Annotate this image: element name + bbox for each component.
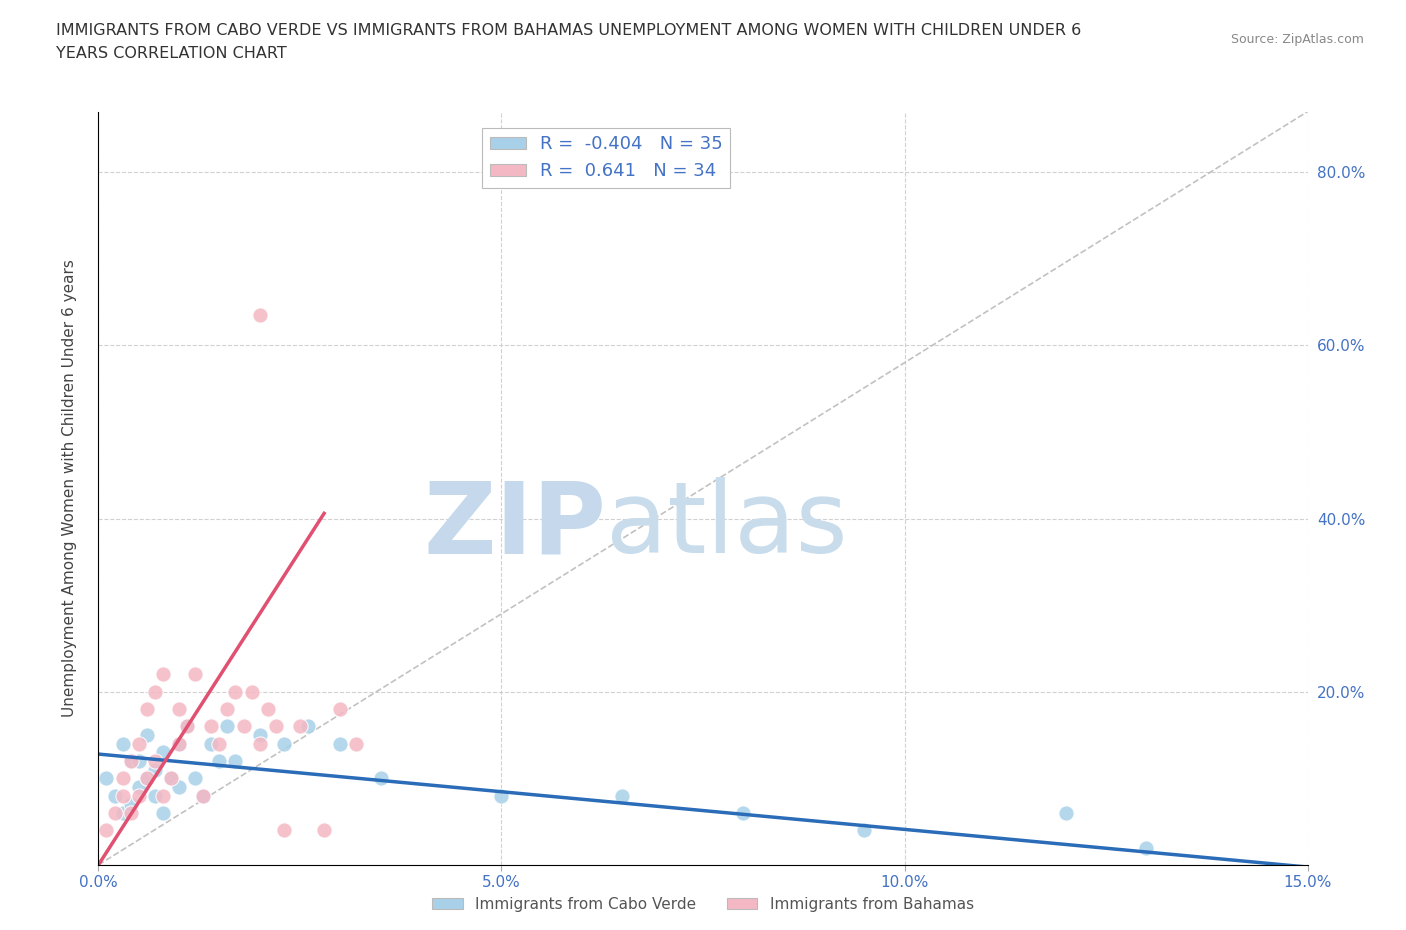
Point bbox=[111, 737, 134, 751]
Point bbox=[217, 719, 239, 734]
Point bbox=[256, 701, 278, 716]
Legend: Immigrants from Cabo Verde, Immigrants from Bahamas: Immigrants from Cabo Verde, Immigrants f… bbox=[426, 891, 980, 918]
Point bbox=[200, 737, 222, 751]
Point bbox=[143, 753, 166, 768]
Point bbox=[1054, 805, 1077, 820]
Point bbox=[288, 719, 311, 734]
Point bbox=[96, 823, 118, 838]
Point bbox=[111, 771, 134, 786]
Point bbox=[1135, 840, 1157, 855]
Point bbox=[152, 789, 174, 804]
Point bbox=[370, 771, 392, 786]
Text: ZIP: ZIP bbox=[423, 477, 606, 575]
Point bbox=[160, 771, 183, 786]
Point bbox=[176, 719, 198, 734]
Point bbox=[128, 789, 150, 804]
Point bbox=[329, 737, 352, 751]
Point bbox=[120, 753, 142, 768]
Point bbox=[128, 737, 150, 751]
Point bbox=[240, 684, 263, 699]
Point bbox=[143, 763, 166, 777]
Point bbox=[184, 771, 207, 786]
Text: YEARS CORRELATION CHART: YEARS CORRELATION CHART bbox=[56, 46, 287, 61]
Point bbox=[135, 771, 157, 786]
Point bbox=[128, 753, 150, 768]
Point bbox=[160, 771, 183, 786]
Point bbox=[491, 789, 513, 804]
Point bbox=[103, 805, 125, 820]
Point bbox=[193, 789, 215, 804]
Point bbox=[224, 684, 246, 699]
Point bbox=[111, 805, 134, 820]
Point bbox=[96, 771, 118, 786]
Point bbox=[128, 779, 150, 794]
Point bbox=[297, 719, 319, 734]
Point bbox=[853, 823, 876, 838]
Text: Source: ZipAtlas.com: Source: ZipAtlas.com bbox=[1230, 33, 1364, 46]
Point bbox=[184, 667, 207, 682]
Text: IMMIGRANTS FROM CABO VERDE VS IMMIGRANTS FROM BAHAMAS UNEMPLOYMENT AMONG WOMEN W: IMMIGRANTS FROM CABO VERDE VS IMMIGRANTS… bbox=[56, 23, 1081, 38]
Point bbox=[193, 789, 215, 804]
Point bbox=[120, 797, 142, 812]
Point bbox=[120, 753, 142, 768]
Point bbox=[273, 737, 295, 751]
Point bbox=[167, 779, 190, 794]
Point bbox=[273, 823, 295, 838]
Point bbox=[152, 745, 174, 760]
Text: atlas: atlas bbox=[606, 477, 848, 575]
Y-axis label: Unemployment Among Women with Children Under 6 years: Unemployment Among Women with Children U… bbox=[62, 259, 77, 717]
Point bbox=[167, 701, 190, 716]
Point bbox=[176, 719, 198, 734]
Point bbox=[249, 727, 271, 742]
Legend: R =  -0.404   N = 35, R =  0.641   N = 34: R = -0.404 N = 35, R = 0.641 N = 34 bbox=[482, 128, 730, 188]
Point bbox=[208, 737, 231, 751]
Point bbox=[329, 701, 352, 716]
Point bbox=[135, 771, 157, 786]
Point bbox=[111, 789, 134, 804]
Point bbox=[264, 719, 287, 734]
Point bbox=[152, 667, 174, 682]
Point bbox=[103, 789, 125, 804]
Point bbox=[249, 308, 271, 323]
Point bbox=[143, 789, 166, 804]
Point bbox=[733, 805, 755, 820]
Point bbox=[152, 805, 174, 820]
Point bbox=[135, 727, 157, 742]
Point bbox=[217, 701, 239, 716]
Point bbox=[120, 805, 142, 820]
Point bbox=[208, 753, 231, 768]
Point bbox=[232, 719, 254, 734]
Point bbox=[314, 823, 336, 838]
Point bbox=[344, 737, 367, 751]
Point bbox=[143, 684, 166, 699]
Point bbox=[612, 789, 634, 804]
Point bbox=[135, 701, 157, 716]
Point bbox=[200, 719, 222, 734]
Point bbox=[249, 737, 271, 751]
Point bbox=[167, 737, 190, 751]
Point bbox=[167, 737, 190, 751]
Point bbox=[224, 753, 246, 768]
